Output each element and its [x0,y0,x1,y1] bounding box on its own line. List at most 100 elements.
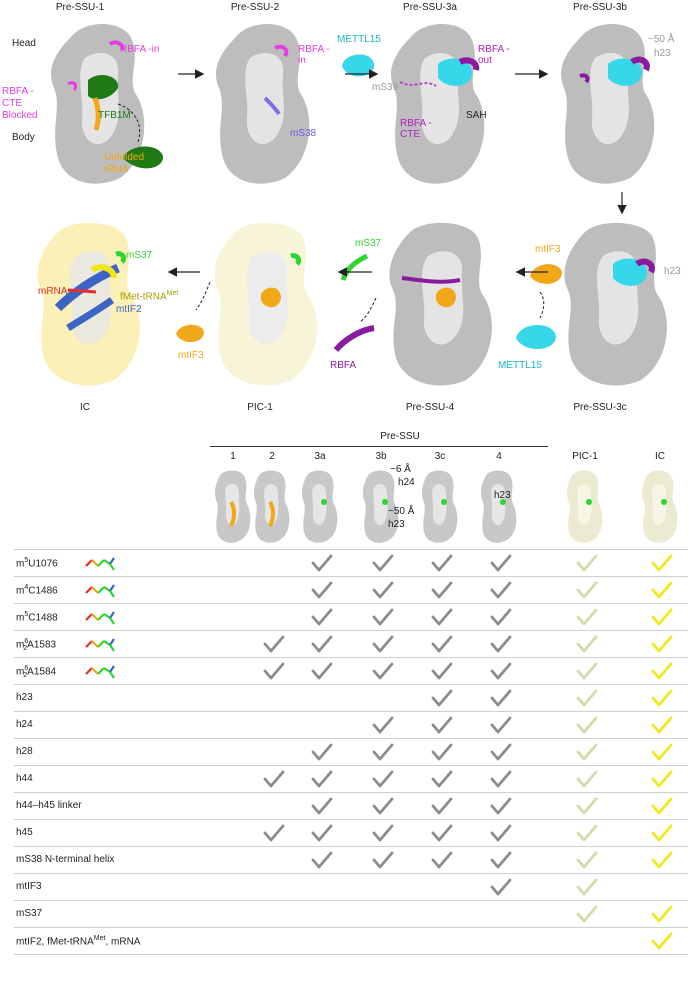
checkmark-icon [576,581,598,599]
thumb-label-h23: h23 [388,519,405,530]
row-label-main: m [16,612,25,624]
table-rule [14,630,688,631]
checkmark-icon [651,824,673,842]
stage-title: Pre-SSU-3c [573,402,627,413]
checkmark-icon [576,743,598,761]
checkmark-icon [651,608,673,626]
checkmark-icon [431,635,453,653]
checkmark-icon [311,581,333,599]
table-rule [14,927,688,928]
row-label-rest: , mRNA [105,936,141,948]
label-fmet-trna: fMet-tRNAMet [120,290,178,302]
column-header: 3a [314,451,326,462]
checkmark-icon [311,554,333,572]
row-label: mtIF2, fMet-tRNAMet, mRNA [16,935,140,947]
fmet-trna-text: fMet-tRNA [120,291,167,303]
row-label-sup: 5 [24,611,29,618]
row-label: mS37 [16,908,42,919]
row-label-rest: U1076 [28,558,58,570]
checkmark-icon [651,716,673,734]
row-label: mtIF3 [16,881,42,892]
row-label-sup: 4 [24,584,29,591]
checkmark-icon [651,851,673,869]
checkmark-icon [490,770,512,788]
table-rule [14,657,688,658]
checkmark-icon [651,743,673,761]
checkmark-icon [431,662,453,680]
row-label-main: mtIF3 [16,881,42,892]
thumbnail-structure [421,470,458,543]
label-ms38: mS38 [290,128,317,139]
checkmark-icon [263,770,285,788]
checkmark-icon [431,608,453,626]
checkmark-icon [311,851,333,869]
stage-title: PIC-1 [247,402,273,413]
stage-title: Pre-SSU-3b [573,2,627,13]
row-label-sup: 6 [24,638,29,645]
checkmark-icon [576,905,598,923]
checkmark-icon [651,905,673,923]
table-rule [14,765,688,766]
row-label-main: h24 [16,719,33,730]
pre-ssu-group-header: Pre-SSU [380,431,420,442]
checkmark-icon [311,743,333,761]
checkmark-icon [311,797,333,815]
row-label: h44–h45 linker [16,800,82,811]
row-label: h45 [16,827,33,838]
checkmark-icon [372,608,394,626]
checkmark-icon [651,797,673,815]
checkmark-icon [490,797,512,815]
checkmark-icon [431,743,453,761]
row-label: m5U1076 [16,557,58,569]
row-label-main: h23 [16,692,33,703]
label-mtif3: mtIF3 [535,244,561,255]
checkmark-icon [490,581,512,599]
checkmark-icon [576,878,598,896]
label-ms37-ic: mS37 [126,250,153,261]
checkmark-icon [372,797,394,815]
column-header: 4 [496,451,502,462]
column-header: 2 [269,451,275,462]
checkmark-icon [576,689,598,707]
nucleotide-molecule-icon [85,665,115,679]
checkmark-icon [490,635,512,653]
mettl15-structure [342,54,375,77]
row-label: m5C1488 [16,611,58,623]
checkmark-icon [490,716,512,734]
row-label-main: mtIF2, fMet-tRNA [16,936,94,948]
checkmark-icon [263,824,285,842]
checkmark-icon [576,851,598,869]
checkmark-icon [651,662,673,680]
row-label-main: h28 [16,746,33,757]
column-header: 3b [375,451,387,462]
row-label-main: h44–h45 linker [16,800,82,811]
stage-title: Pre-SSU-4 [405,402,455,413]
label-rbfa-out: RBFA -out [478,44,510,66]
thumbnail-structure [480,470,517,543]
checkmark-icon [431,716,453,734]
checkmark-icon [431,824,453,842]
label-body: Body [12,132,35,143]
label-sah: SAH [466,110,487,121]
checkmark-icon [651,635,673,653]
structure-pre-ssu-3b [561,23,655,184]
flow-arrows [117,69,627,323]
row-label-main: m [16,585,25,597]
checkmark-icon [576,824,598,842]
pre-ssu-group-rule [210,446,548,447]
checkmark-icon [576,554,598,572]
row-label-main: mS37 [16,908,43,919]
checkmark-icon [311,824,333,842]
checkmark-icon [372,851,394,869]
checkmark-icon [431,689,453,707]
checkmark-icon [576,770,598,788]
row-label-sup: 6 [24,665,29,672]
checkmark-icon [263,635,285,653]
checkmark-icon [311,608,333,626]
checkmark-icon [651,554,673,572]
row-label-rest: A1583 [27,639,57,651]
label-mrna: mRNA [38,286,68,297]
label-h23-3c: h23 [664,266,681,277]
ms37-structure [340,253,369,281]
table-rule [14,846,688,847]
